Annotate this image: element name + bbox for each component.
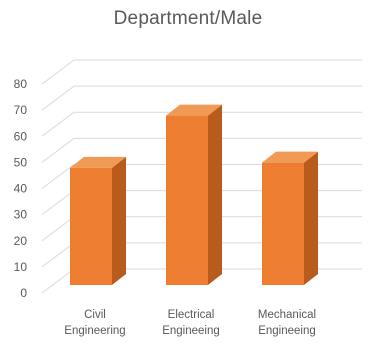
x-tick-label: Engineeing xyxy=(258,325,316,337)
x-axis-labels: Civil Engineering Electrical Engineeing Mech… xyxy=(64,309,316,337)
x-tick-label: Civil xyxy=(84,309,106,321)
x-tick-label: Mechanical xyxy=(258,309,316,321)
bar-front xyxy=(262,162,304,285)
bars xyxy=(70,104,318,285)
bar-top xyxy=(166,104,222,116)
y-tick-label: 0 xyxy=(20,286,27,300)
bar-top xyxy=(70,156,126,168)
bar-front xyxy=(70,167,112,285)
y-tick-label: 30 xyxy=(14,208,28,222)
y-axis-ticks: 0 10 20 30 40 50 60 70 80 xyxy=(14,77,28,300)
gridline xyxy=(41,137,362,163)
bar-side xyxy=(112,156,126,285)
bar-side xyxy=(208,104,222,285)
bar-side xyxy=(304,151,318,285)
y-tick-label: 20 xyxy=(14,234,28,248)
x-tick-label: Electrical xyxy=(168,309,215,321)
gridline xyxy=(41,85,362,111)
y-tick-label: 60 xyxy=(14,129,28,143)
bar xyxy=(166,104,222,285)
gridline xyxy=(41,111,362,137)
chart-title: Department/Male xyxy=(113,8,263,29)
bar-front xyxy=(166,115,208,285)
y-tick-label: 80 xyxy=(14,77,28,91)
y-tick-label: 40 xyxy=(14,182,28,196)
x-tick-label: Engineering xyxy=(64,325,125,337)
x-tick-label: Engineeing xyxy=(162,325,220,337)
y-tick-label: 10 xyxy=(14,260,28,274)
bar-top xyxy=(262,151,318,163)
y-tick-label: 50 xyxy=(14,155,28,169)
gridline xyxy=(41,59,362,85)
bar xyxy=(70,156,126,285)
y-tick-label: 70 xyxy=(14,103,28,117)
bar xyxy=(262,151,318,285)
